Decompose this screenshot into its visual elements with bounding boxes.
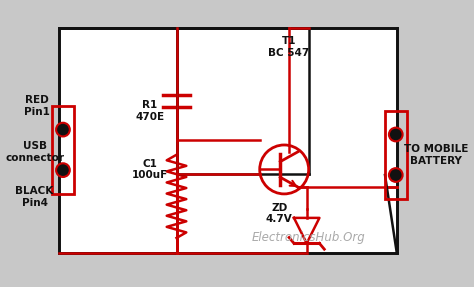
Text: RED
Pin1: RED Pin1 xyxy=(24,95,49,117)
Text: ElectronicsHub.Org: ElectronicsHub.Org xyxy=(252,231,365,245)
Bar xyxy=(59,28,397,253)
Text: C1
100uF: C1 100uF xyxy=(132,159,168,180)
Circle shape xyxy=(56,123,70,136)
Circle shape xyxy=(56,163,70,177)
Text: R1
470E: R1 470E xyxy=(136,100,164,121)
Bar xyxy=(385,111,407,199)
Text: USB
connector: USB connector xyxy=(5,141,64,163)
Bar xyxy=(52,106,74,194)
Text: BLACK
Pin4: BLACK Pin4 xyxy=(16,186,54,208)
Text: ZD
4.7V: ZD 4.7V xyxy=(266,203,292,224)
Text: T1
BC 547: T1 BC 547 xyxy=(268,36,310,58)
Circle shape xyxy=(389,128,402,141)
Text: TO MOBILE
BATTERY: TO MOBILE BATTERY xyxy=(404,144,468,166)
Circle shape xyxy=(389,168,402,182)
